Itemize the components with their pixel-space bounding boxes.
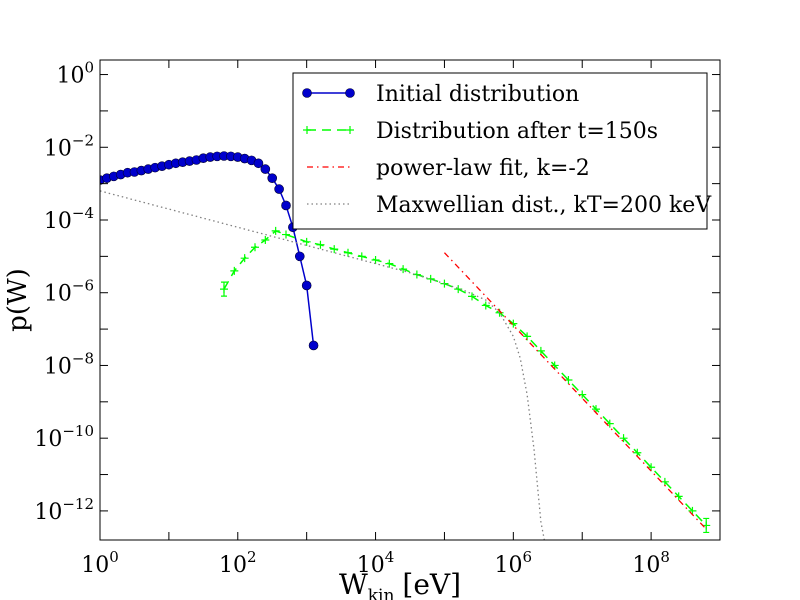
y-tick-label-exp: −8 [72,349,94,367]
y-tick-label-base: 10 [44,354,72,379]
series-point [385,259,394,268]
y-tick-label-base: 10 [44,209,72,234]
y-tick-label: 100 [56,59,94,89]
y-tick-label-base: 10 [44,136,72,161]
series-point [481,301,490,310]
legend-entry-after: Distribution after t=150s [376,119,658,144]
series-line-2 [443,252,707,530]
series-point [316,240,325,249]
series-point [371,256,380,264]
y-tick-label-exp: −2 [72,131,94,149]
series-point [301,280,312,291]
series-point [281,200,291,211]
x-tick-label-exp: 2 [247,548,257,566]
legend-entry-maxwellian: Maxwellian dist., kT=200 keV [376,193,712,218]
y-tick-label: 10−10 [34,422,94,452]
x-tick-label: 106 [495,548,533,578]
x-tick-label-exp: 4 [385,548,395,566]
x-tick-label-exp: 0 [109,548,119,566]
series-point [240,254,249,263]
x-tick-label: 108 [632,548,670,578]
x-axis-label: Wkin [eV] [339,568,461,600]
plot-frame [99,59,721,541]
series-point [660,477,669,486]
legend-samples [302,88,355,205]
ticks-layer: 100 102 104 106 10810010−210−410−610−810−101… [34,59,721,578]
legend-sample-marker [303,126,311,134]
series-point [271,226,280,235]
series-point [399,265,408,274]
series-point [468,292,476,301]
legend-entry-initial: Initial distribution [376,82,579,107]
legend-sample-marker [346,126,354,134]
series-point [592,405,600,414]
series-point [509,319,518,328]
series-point [688,506,697,515]
y-tick-label: 10−12 [34,495,94,525]
x-tick-label: 104 [357,548,395,578]
x-tick-label: 100 [81,548,119,578]
y-tick-label: 10−8 [44,349,94,379]
series-line-0 [100,155,315,346]
x-tick-label-exp: 6 [523,548,533,566]
y-tick-label-exp: −10 [62,422,94,440]
x-tick-label-base: 10 [219,553,247,578]
y-tick-label-exp: −4 [72,204,94,222]
y-tick-label-exp: −12 [62,495,94,513]
x-tick-label-base: 10 [81,553,109,578]
x-tick-label-base: 10 [632,553,660,578]
x-axis-label-unit: [eV] [402,568,461,600]
series-point [294,251,305,262]
series-point [274,184,284,194]
x-tick-label: 102 [219,548,257,578]
series-point [230,266,239,275]
series-point [302,237,311,246]
series-point [267,173,278,183]
x-tick-label-exp: 8 [660,548,670,566]
legend-sample-marker [345,88,355,98]
series-errorbar [703,517,710,534]
y-tick-label-base: 10 [44,282,72,307]
legend-sample-marker [302,88,312,98]
x-tick-label-base: 10 [357,553,385,578]
y-tick-label: 10−6 [44,277,94,307]
legend-entry-powerlaw: power-law fit, k=-2 [376,156,590,181]
series-point [260,164,271,174]
legend-frame [292,72,708,230]
series-point [261,236,270,244]
series-point [523,332,532,341]
y-axis-label: p(W) [3,268,33,332]
y-tick-label-base: 10 [34,500,62,525]
series-point [251,243,259,252]
series-point [344,248,352,257]
y-tick-label-base: 10 [34,427,62,452]
series-line-1 [223,230,707,526]
series-point [308,340,319,351]
y-tick-label-exp: −6 [72,277,94,295]
x-axis-label-sub: kin [368,586,395,600]
svg-text:Wkin[eV]: Wkin [eV] [339,568,461,600]
series-errorbar [221,281,227,297]
series-layer [100,151,711,540]
series-point [536,346,545,355]
y-tick-label-base: 10 [56,64,84,89]
y-tick-label-exp: 0 [84,59,94,77]
series-point [357,252,366,261]
y-tick-label: 10−4 [44,204,94,234]
series-point [282,230,290,239]
series-line-3 [100,190,545,540]
series-point [578,390,587,399]
series-point [619,434,628,443]
series-point [253,158,264,169]
y-tick-label: 10−2 [44,131,94,161]
series-point [633,448,642,457]
series-point [330,245,339,254]
x-tick-label-base: 10 [495,553,523,578]
legend: Initial distribution Distribution after … [292,72,712,230]
x-axis-label-main: W [339,568,368,600]
